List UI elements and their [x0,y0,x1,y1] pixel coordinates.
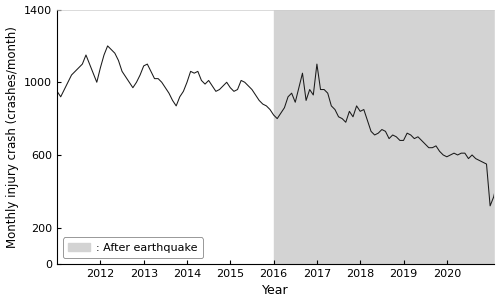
Bar [274,10,494,264]
Y-axis label: Monthly injury crash (crashes/month): Monthly injury crash (crashes/month) [6,26,18,248]
X-axis label: Year: Year [262,285,289,298]
Legend: : After earthquake: : After earthquake [62,237,203,258]
